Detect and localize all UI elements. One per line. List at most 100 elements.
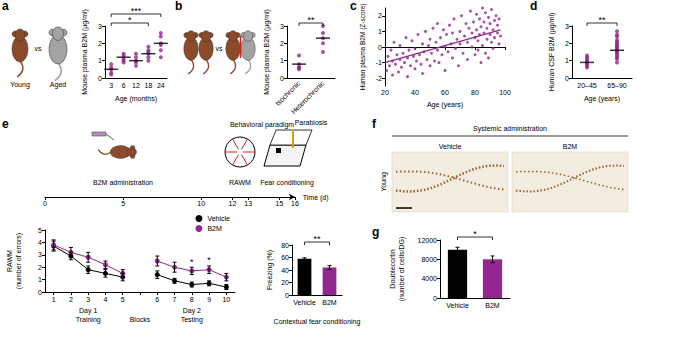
- svg-text:1: 1: [378, 28, 382, 35]
- svg-text:Day 1: Day 1: [79, 307, 97, 315]
- svg-text:9: 9: [207, 296, 211, 303]
- svg-text:vs: vs: [35, 45, 43, 52]
- svg-text:**: **: [313, 234, 321, 244]
- svg-text:Aged: Aged: [50, 81, 66, 89]
- svg-text:Young: Young: [380, 172, 388, 192]
- svg-text:Testing: Testing: [181, 316, 203, 324]
- svg-text:0: 0: [433, 295, 437, 302]
- svg-text:*: *: [190, 257, 194, 267]
- svg-text:4: 4: [38, 239, 42, 246]
- svg-text:B2M: B2M: [207, 225, 222, 232]
- svg-text:Vehicle: Vehicle: [293, 299, 316, 306]
- svg-text:Doublecortin: Doublecortin: [389, 249, 396, 288]
- svg-text:2: 2: [69, 296, 73, 303]
- svg-text:2: 2: [280, 40, 284, 47]
- svg-text:0: 0: [98, 75, 102, 82]
- svg-text:3: 3: [109, 82, 113, 89]
- svg-text:vs: vs: [216, 45, 224, 52]
- svg-text:3: 3: [86, 296, 90, 303]
- svg-text:5: 5: [121, 296, 125, 303]
- svg-text:20–45: 20–45: [577, 82, 597, 89]
- svg-text:Blocks: Blocks: [130, 316, 151, 323]
- svg-text:1: 1: [98, 57, 102, 64]
- svg-text:8000: 8000: [421, 256, 437, 263]
- svg-text:3: 3: [38, 251, 42, 258]
- svg-text:Vehicle: Vehicle: [207, 215, 230, 222]
- svg-text:12000: 12000: [418, 237, 438, 244]
- svg-text:b: b: [175, 0, 182, 13]
- svg-text:5: 5: [121, 200, 125, 207]
- svg-text:2: 2: [565, 40, 569, 47]
- svg-text:6: 6: [155, 296, 159, 303]
- svg-text:Training: Training: [76, 316, 101, 324]
- svg-text:Age (months): Age (months): [115, 95, 157, 103]
- svg-text:*: *: [128, 15, 132, 25]
- svg-text:Contextual fear conditioning: Contextual fear conditioning: [274, 318, 361, 326]
- svg-text:**: **: [307, 15, 315, 25]
- svg-text:40: 40: [411, 89, 419, 96]
- svg-text:10: 10: [222, 296, 230, 303]
- svg-text:2: 2: [378, 12, 382, 19]
- svg-text:Mouse plasma B2M (µg/ml): Mouse plasma B2M (µg/ml): [263, 9, 271, 95]
- svg-text:0: 0: [565, 75, 569, 82]
- svg-text:40: 40: [281, 267, 289, 274]
- svg-text:65–90: 65–90: [607, 82, 627, 89]
- svg-text:15: 15: [275, 200, 283, 207]
- svg-text:(number of cells/DG): (number of cells/DG): [398, 237, 406, 302]
- svg-text:2: 2: [38, 264, 42, 271]
- svg-text:80: 80: [471, 89, 479, 96]
- svg-text:4000: 4000: [421, 275, 437, 282]
- svg-text:RAWM: RAWM: [6, 250, 13, 272]
- svg-text:*: *: [473, 229, 477, 239]
- svg-text:Age (years): Age (years): [427, 101, 463, 109]
- svg-text:2: 2: [98, 40, 102, 47]
- svg-text:Human CSF B2M (µg/ml): Human CSF B2M (µg/ml): [548, 13, 556, 92]
- svg-text:-1: -1: [376, 59, 382, 66]
- svg-text:20: 20: [381, 89, 389, 96]
- svg-text:Age (years): Age (years): [584, 95, 620, 103]
- svg-text:100: 100: [499, 89, 511, 96]
- svg-text:80: 80: [281, 242, 289, 249]
- svg-text:Vehicle: Vehicle: [439, 143, 462, 150]
- svg-text:Parabiosis: Parabiosis: [295, 119, 328, 126]
- svg-text:c: c: [350, 0, 357, 13]
- svg-text:**: **: [598, 15, 606, 25]
- svg-text:3: 3: [565, 23, 569, 30]
- svg-text:Fear conditioning: Fear conditioning: [260, 179, 314, 187]
- svg-text:B2M administration: B2M administration: [93, 179, 153, 186]
- svg-text:Systemic administration: Systemic administration: [473, 125, 547, 133]
- svg-text:Heterochronic: Heterochronic: [290, 79, 326, 115]
- svg-text:*: *: [207, 255, 211, 265]
- svg-text:B2M: B2M: [322, 299, 337, 306]
- svg-text:***: ***: [131, 6, 142, 16]
- svg-text:0: 0: [378, 44, 382, 51]
- svg-text:1: 1: [565, 57, 569, 64]
- svg-text:13: 13: [244, 200, 252, 207]
- svg-text:d: d: [530, 0, 537, 13]
- svg-text:Day 2: Day 2: [183, 307, 201, 315]
- svg-text:12: 12: [132, 82, 140, 89]
- svg-text:Mouse plasma B2M (µg/ml): Mouse plasma B2M (µg/ml): [81, 9, 89, 95]
- svg-text:0: 0: [38, 289, 42, 296]
- svg-text:B2M: B2M: [485, 302, 500, 309]
- svg-text:0: 0: [43, 200, 47, 207]
- svg-text:Human plasma B2M (Z-score): Human plasma B2M (Z-score): [359, 3, 367, 90]
- svg-text:0: 0: [280, 75, 284, 82]
- svg-text:1: 1: [52, 296, 56, 303]
- svg-text:e: e: [2, 117, 9, 131]
- svg-text:Vehicle: Vehicle: [446, 302, 469, 309]
- svg-text:1: 1: [38, 276, 42, 283]
- svg-text:10: 10: [197, 200, 205, 207]
- svg-text:(number of errors): (number of errors): [15, 233, 23, 289]
- svg-text:f: f: [372, 117, 377, 131]
- svg-text:60: 60: [281, 254, 289, 261]
- svg-text:0: 0: [285, 292, 289, 299]
- svg-text:B2M: B2M: [563, 143, 578, 150]
- svg-text:Young: Young: [10, 81, 30, 89]
- svg-text:6: 6: [122, 82, 126, 89]
- svg-text:Freezing (%): Freezing (%): [266, 250, 274, 290]
- svg-text:a: a: [2, 0, 9, 13]
- svg-text:16: 16: [291, 200, 299, 207]
- svg-text:5: 5: [38, 227, 42, 234]
- svg-text:60: 60: [441, 89, 449, 96]
